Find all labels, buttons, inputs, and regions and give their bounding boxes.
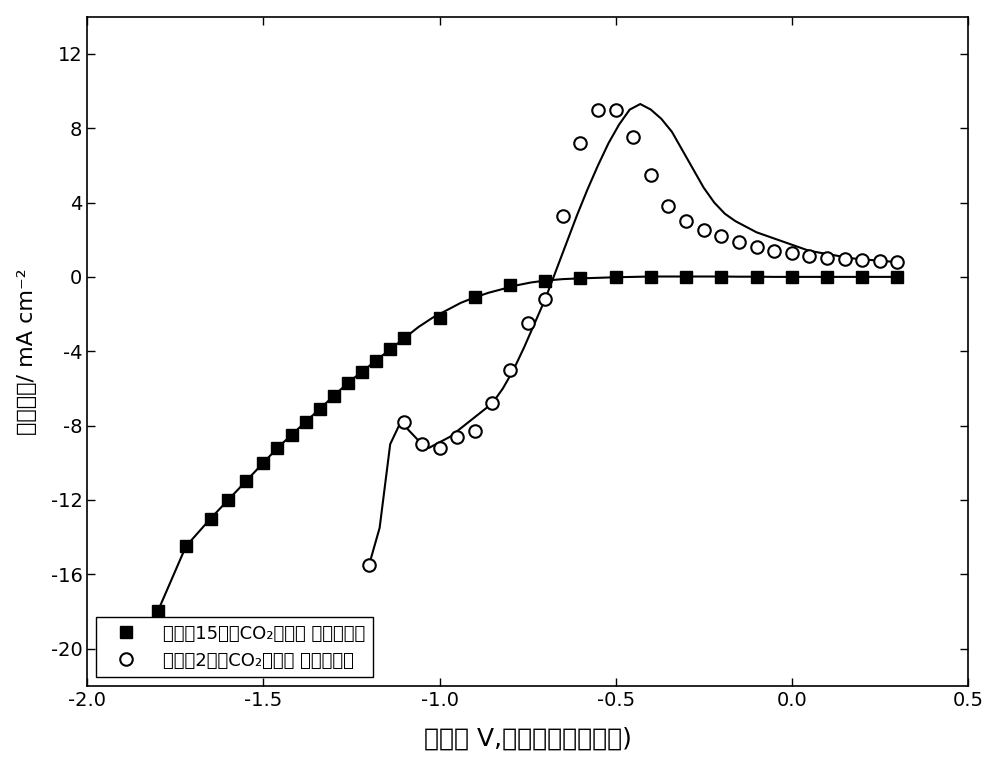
实施兦2中的CO₂电化学 还原催化剂 [821, 254, 833, 263]
实施兖15中的CO₂电化学 还原催化剂 [434, 313, 446, 322]
Y-axis label: 电流密度/ mA cm⁻²: 电流密度/ mA cm⁻² [17, 268, 37, 435]
实施兦2中的CO₂电化学 还原催化剂 [645, 170, 657, 179]
实施兖15中的CO₂电化学 还原催化剂 [384, 345, 396, 354]
实施兦2中的CO₂电化学 还原催化剂 [363, 561, 375, 570]
实施兖15中的CO₂电化学 还原催化剂 [680, 272, 692, 281]
实施兦2中的CO₂电化学 还原催化剂 [627, 133, 639, 142]
实施兖15中的CO₂电化学 还原催化剂 [398, 334, 410, 343]
实施兦2中的CO₂电化学 还原催化剂 [803, 252, 815, 261]
实施兖15中的CO₂电化学 还原催化剂 [271, 443, 283, 453]
实施兖15中的CO₂电化学 还原催化剂 [152, 607, 164, 616]
实施兦2中的CO₂电化学 还原催化剂 [839, 255, 851, 264]
Line: 实施兦2中的CO₂电化学 还原催化剂: 实施兦2中的CO₂电化学 还原催化剂 [363, 104, 904, 571]
实施兦2中的CO₂电化学 还原催化剂 [751, 242, 763, 252]
实施兦2中的CO₂电化学 还原催化剂 [610, 105, 622, 114]
实施兦2中的CO₂电化学 还原催化剂 [698, 225, 710, 235]
实施兖15中的CO₂电化学 还原催化剂 [821, 272, 833, 281]
实施兖15中的CO₂电化学 还原催化剂 [342, 378, 354, 387]
实施兦2中的CO₂电化学 还原催化剂 [592, 105, 604, 114]
实施兖15中的CO₂电化学 还原催化剂 [504, 281, 516, 290]
实施兖15中的CO₂电化学 还原催化剂 [370, 356, 382, 365]
实施兦2中的CO₂电化学 还原催化剂 [469, 426, 481, 436]
实施兖15中的CO₂电化学 还原催化剂 [574, 274, 586, 283]
实施兦2中的CO₂电化学 还原催化剂 [680, 216, 692, 225]
实施兦2中的CO₂电化学 还原催化剂 [874, 256, 886, 265]
实施兦2中的CO₂电化学 还原催化剂 [522, 319, 534, 328]
实施兦2中的CO₂电化学 还原催化剂 [504, 365, 516, 374]
实施兖15中的CO₂电化学 还原催化剂 [328, 391, 340, 400]
实施兦2中的CO₂电化学 还原催化剂 [891, 258, 903, 267]
实施兦2中的CO₂电化学 还原催化剂 [434, 443, 446, 453]
实施兦2中的CO₂电化学 还原催化剂 [398, 417, 410, 426]
实施兖15中的CO₂电化学 还原催化剂 [645, 272, 657, 281]
实施兦2中的CO₂电化学 还原催化剂 [416, 439, 428, 449]
实施兖15中的CO₂电化学 还原催化剂 [180, 542, 192, 551]
实施兦2中的CO₂电化学 还原催化剂 [856, 255, 868, 265]
Line: 实施兖15中的CO₂电化学 还原催化剂: 实施兖15中的CO₂电化学 还原催化剂 [152, 271, 903, 617]
实施兦2中的CO₂电化学 还原催化剂 [768, 246, 780, 255]
实施兖15中的CO₂电化学 还原催化剂 [891, 272, 903, 281]
实施兖15中的CO₂电化学 还原催化剂 [314, 404, 326, 413]
实施兖15中的CO₂电化学 还原催化剂 [222, 495, 234, 505]
X-axis label: 电位（ V,相对于标准氢电极): 电位（ V,相对于标准氢电极) [424, 726, 632, 750]
实施兦2中的CO₂电化学 还原催化剂 [451, 432, 463, 441]
实施兦2中的CO₂电化学 还原催化剂 [715, 232, 727, 241]
实施兖15中的CO₂电化学 还原催化剂 [205, 514, 217, 523]
实施兦2中的CO₂电化学 还原催化剂 [786, 248, 798, 257]
实施兦2中的CO₂电化学 还原催化剂 [662, 202, 674, 211]
实施兖15中的CO₂电化学 还原催化剂 [751, 272, 763, 281]
实施兦2中的CO₂电化学 还原催化剂 [733, 237, 745, 246]
实施兦2中的CO₂电化学 还原催化剂 [539, 295, 551, 304]
Legend: 实施兖15中的CO₂电化学 还原催化剂, 实施兦2中的CO₂电化学 还原催化剂: 实施兖15中的CO₂电化学 还原催化剂, 实施兦2中的CO₂电化学 还原催化剂 [96, 617, 373, 676]
实施兖15中的CO₂电化学 还原催化剂 [469, 293, 481, 302]
实施兖15中的CO₂电化学 还原催化剂 [257, 458, 269, 467]
实施兖15中的CO₂电化学 还原催化剂 [715, 272, 727, 281]
实施兖15中的CO₂电化学 还原催化剂 [356, 367, 368, 377]
实施兦2中的CO₂电化学 还原催化剂 [557, 211, 569, 220]
实施兖15中的CO₂电化学 还原催化剂 [286, 430, 298, 439]
实施兦2中的CO₂电化学 还原催化剂 [574, 139, 586, 148]
实施兖15中的CO₂电化学 还原催化剂 [610, 272, 622, 281]
实施兖15中的CO₂电化学 还原催化剂 [300, 417, 312, 426]
实施兖15中的CO₂电化学 还原催化剂 [539, 276, 551, 285]
实施兦2中的CO₂电化学 还原催化剂 [486, 399, 498, 408]
实施兖15中的CO₂电化学 还原催化剂 [856, 272, 868, 281]
实施兖15中的CO₂电化学 还原催化剂 [240, 477, 252, 486]
实施兖15中的CO₂电化学 还原催化剂 [786, 272, 798, 281]
